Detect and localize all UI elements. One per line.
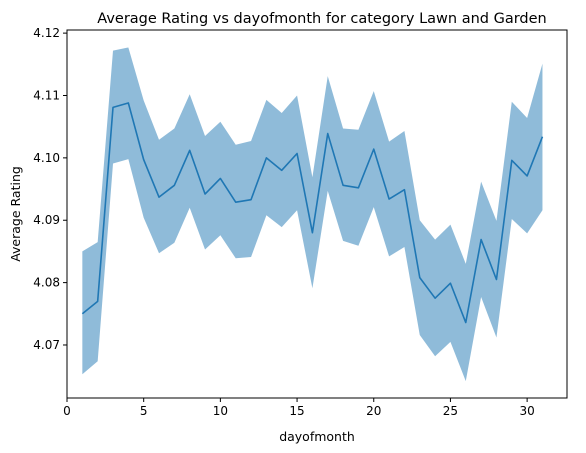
x-axis-label: dayofmonth	[279, 429, 355, 444]
axes-frame	[66, 29, 568, 399]
y-tick-label: 4.07	[33, 338, 60, 352]
x-axis: 0 5 10 15 20 25 30	[63, 398, 535, 418]
y-tick-label: 4.10	[33, 151, 60, 165]
y-tick-label: 4.08	[33, 276, 60, 290]
plot-area	[81, 47, 544, 382]
y-tick-label: 4.11	[33, 88, 60, 102]
average-rating-line	[81, 102, 544, 324]
y-axis: 4.07 4.08 4.09 4.10 4.11 4.12	[33, 26, 67, 352]
x-tick-label: 10	[213, 404, 228, 418]
x-tick-label: 20	[366, 404, 381, 418]
x-tick-label: 25	[443, 404, 458, 418]
y-axis-label: Average Rating	[8, 166, 23, 262]
x-tick-label: 30	[519, 404, 534, 418]
x-tick-label: 15	[289, 404, 304, 418]
confidence-band	[82, 47, 543, 382]
y-tick-label: 4.09	[33, 213, 60, 227]
x-tick-label: 5	[140, 404, 148, 418]
y-tick-label: 4.12	[33, 26, 60, 40]
chart-title: Average Rating vs dayofmonth for categor…	[97, 11, 546, 27]
x-tick-label: 0	[63, 404, 71, 418]
